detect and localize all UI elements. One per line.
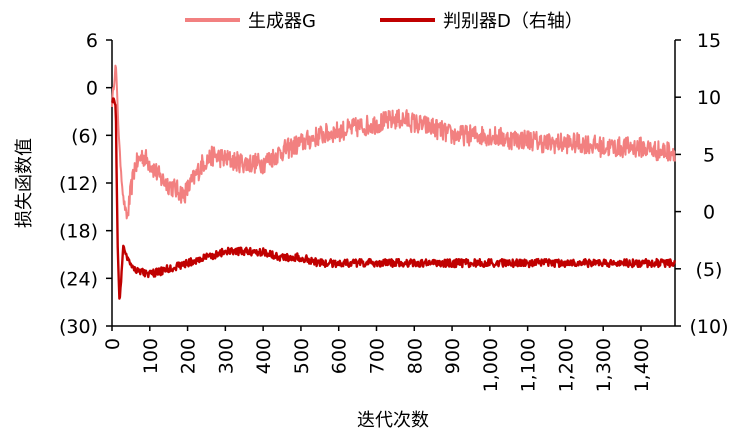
x-tick-label: 0: [102, 338, 124, 350]
left-tick-label: (18): [59, 221, 98, 243]
series-layer: [111, 64, 676, 300]
x-tick-label: 200: [178, 338, 200, 374]
x-tick-label: 700: [366, 338, 388, 374]
left-ticks: 6 0 (6) (12) (18) (24) (30): [59, 30, 112, 338]
x-tick-label: 300: [215, 338, 237, 374]
right-tick-label: 10: [697, 87, 721, 109]
left-tick-label: (30): [59, 316, 98, 338]
y-axis-title-left: 损失函数值: [14, 138, 35, 228]
left-tick-label: (24): [59, 268, 98, 290]
x-ticks: 0 100 200 300 400 500 600 700 800 900 1,000 1,100 1,…: [102, 326, 653, 392]
legend-label-generator: 生成器G: [248, 11, 316, 32]
right-tick-label: 0: [703, 202, 715, 224]
series-line-discriminator: [111, 97, 676, 300]
x-tick-label: 600: [329, 338, 351, 374]
legend: 生成器G 判别器D（右轴）: [185, 11, 583, 32]
x-tick-label: 900: [442, 338, 464, 374]
x-tick-label: 100: [140, 338, 162, 374]
x-tick-label: 800: [404, 338, 426, 374]
x-tick-label: 1,100: [518, 338, 540, 392]
x-axis-title: 迭代次数: [357, 410, 429, 431]
x-tick-label: 400: [253, 338, 275, 374]
legend-label-discriminator: 判别器D（右轴）: [443, 11, 583, 32]
x-tick-label: 500: [291, 338, 313, 374]
left-tick-label: 6: [86, 30, 98, 52]
x-tick-label: 1,300: [593, 338, 615, 392]
x-tick-label: 1,000: [480, 338, 502, 392]
right-tick-label: (5): [696, 259, 723, 281]
right-tick-label: 5: [703, 144, 715, 166]
right-tick-label: 15: [697, 30, 721, 52]
right-tick-label: (10): [689, 316, 728, 338]
left-tick-label: (6): [71, 125, 98, 147]
series-line-generator: [111, 64, 676, 220]
x-tick-label: 1,200: [555, 338, 577, 392]
left-tick-label: (12): [59, 173, 98, 195]
right-ticks: 15 10 5 0 (5) (10): [675, 30, 729, 338]
left-tick-label: 0: [86, 78, 98, 100]
x-tick-label: 1,400: [631, 338, 653, 392]
